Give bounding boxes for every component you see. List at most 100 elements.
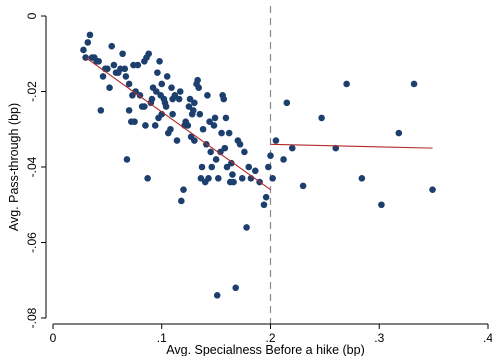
scatter-point	[95, 58, 102, 65]
scatter-point	[207, 148, 214, 156]
scatter-point	[211, 114, 219, 122]
scatter-point	[86, 31, 94, 39]
scatter-point	[205, 175, 212, 182]
x-axis-title: Avg. Specialness Before a hike (bp)	[166, 343, 365, 356]
y-axis-ticks: 0 -.02 -.04 -.06 -.08	[25, 12, 46, 328]
scatter-point	[267, 152, 274, 159]
scatter-point	[134, 61, 142, 69]
x-tick-label: .1	[157, 331, 167, 345]
scatter-point	[241, 148, 248, 156]
scatter-point	[208, 163, 216, 171]
scatter-point	[173, 137, 181, 144]
scatter-point	[108, 42, 116, 50]
scatter-point	[410, 80, 418, 88]
scatter-point	[210, 122, 218, 129]
x-axis-ticks: 0 .1 .2 .3 .4	[50, 324, 492, 345]
scatter-point	[225, 129, 233, 137]
scatter-point	[215, 175, 222, 182]
scatter-point	[218, 129, 225, 137]
scatter-point	[358, 175, 366, 182]
scatter-point	[142, 122, 149, 129]
scatter-point	[220, 95, 228, 103]
scatter-point	[84, 39, 92, 46]
scatter-point	[332, 144, 340, 152]
scatter-point	[217, 148, 224, 156]
scatter-point	[125, 80, 133, 88]
scatter-point	[213, 292, 221, 299]
y-tick-label: -.02	[25, 81, 39, 102]
scatter-point	[171, 91, 179, 99]
scatter-point	[238, 175, 246, 182]
scatter-point	[198, 163, 206, 171]
scatter-point	[221, 144, 229, 152]
scatter-point	[156, 58, 163, 65]
scatter-point	[265, 163, 272, 171]
scatter-point	[186, 95, 194, 103]
scatter-point	[283, 99, 291, 107]
scatter-point	[260, 201, 268, 209]
scatter-point	[195, 84, 203, 92]
scatter-point	[154, 69, 161, 76]
scatter-point	[158, 80, 166, 88]
scatter-point	[180, 186, 187, 193]
scatter-point	[429, 186, 436, 193]
plot-marks	[80, 6, 436, 324]
scatter-point	[222, 114, 230, 122]
scatter-point	[191, 137, 198, 144]
scatter-point	[343, 80, 350, 88]
scatter-point	[395, 129, 403, 137]
scatter-point	[230, 178, 237, 186]
scatter-point	[378, 201, 385, 209]
x-tick-label: .2	[265, 331, 275, 345]
scatter-point	[245, 163, 253, 171]
y-tick-label: -.06	[25, 232, 39, 253]
scatter-point	[184, 122, 192, 129]
scatter-point	[162, 103, 170, 110]
scatter-point	[121, 65, 129, 73]
scatter-point	[185, 103, 193, 110]
scatter-point	[123, 156, 131, 163]
x-tick-label: .3	[374, 331, 384, 345]
scatter-point	[299, 182, 307, 190]
scatter-point	[119, 50, 126, 58]
scatter-point	[223, 163, 231, 171]
scatter-point	[191, 99, 198, 107]
scatter-point	[110, 61, 118, 69]
y-axis-title: Avg. Pass-through (bp)	[7, 103, 21, 231]
scatter-point	[97, 107, 105, 114]
scatter-point	[229, 171, 236, 178]
scatter-point	[251, 167, 259, 175]
scatter-point	[175, 95, 183, 103]
scatter-point	[199, 125, 207, 133]
scatter-point	[232, 284, 239, 292]
scatter-point	[151, 122, 159, 129]
scatter-point	[228, 159, 235, 167]
scatter-point	[197, 175, 205, 182]
scatter-point	[204, 91, 211, 99]
scatter-point	[122, 73, 130, 80]
scatter-point	[243, 224, 250, 231]
scatter-point	[262, 193, 270, 201]
scatter-point	[288, 144, 296, 152]
fit-line-left	[85, 57, 271, 191]
x-tick-label: .4	[483, 331, 492, 345]
scatter-point	[141, 103, 148, 110]
scatter-point	[163, 73, 171, 80]
scatter-point	[196, 110, 204, 118]
scatter-point	[236, 141, 244, 148]
scatter-point	[212, 156, 220, 163]
scatter-point	[194, 76, 201, 84]
scatter-point	[178, 197, 185, 205]
scatter-point	[269, 175, 276, 182]
y-tick-label: -.08	[25, 307, 39, 328]
scatter-point	[132, 88, 139, 95]
scatter-point	[167, 125, 174, 133]
scatter-point	[148, 95, 156, 103]
y-tick-label: 0	[25, 12, 39, 19]
scatter-point	[189, 107, 197, 114]
scatter-point	[80, 46, 87, 54]
fit-line-right	[270, 143, 433, 149]
scatter-point	[318, 114, 325, 122]
scatter-point	[280, 156, 287, 163]
